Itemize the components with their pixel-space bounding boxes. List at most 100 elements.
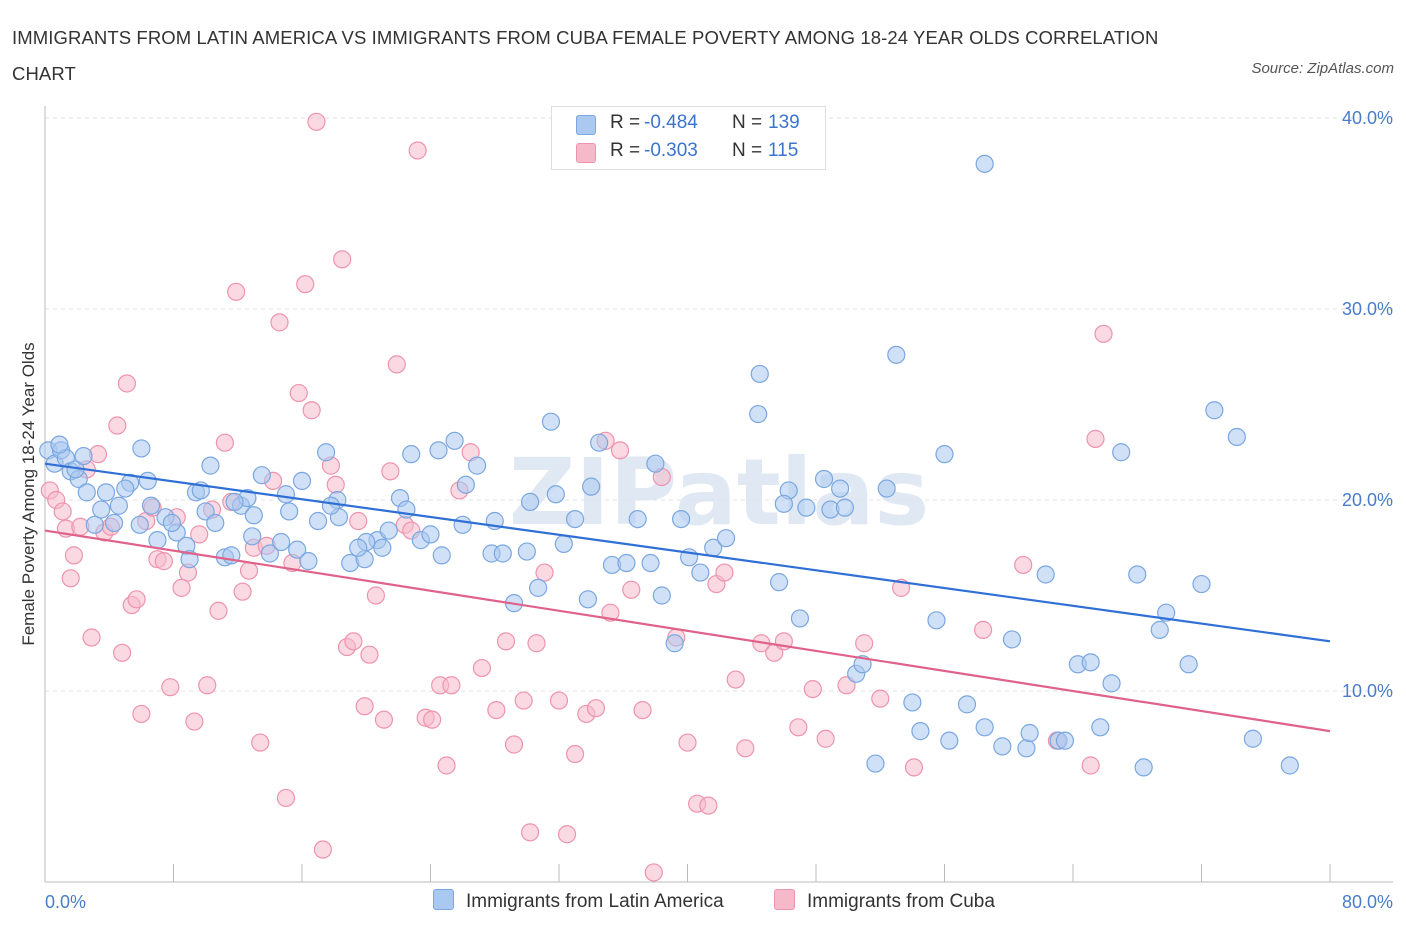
latin-point: [432, 546, 451, 565]
cuba-point: [127, 590, 146, 609]
latin-point: [260, 544, 279, 563]
latin-point: [299, 552, 318, 571]
cuba-point: [233, 582, 252, 601]
cuba-point: [565, 744, 585, 764]
latin-point: [578, 590, 598, 609]
cuba-point: [586, 699, 606, 718]
legend-swatch-latin: [576, 115, 596, 135]
latin-point: [272, 532, 291, 552]
latin-point: [1179, 655, 1198, 674]
latin-point: [116, 479, 135, 498]
latin-point: [132, 439, 151, 458]
latin-point: [935, 445, 954, 464]
cuba-point: [871, 689, 890, 708]
latin-point: [316, 443, 336, 462]
latin-point: [180, 550, 199, 569]
cuba-point: [442, 676, 461, 695]
latin-point: [546, 485, 565, 504]
cuba-point: [374, 710, 394, 729]
latin-point: [321, 496, 341, 515]
grid-lines: [45, 117, 1393, 692]
latin-point: [1017, 739, 1036, 758]
latin-point: [74, 446, 93, 466]
cuba-point: [344, 632, 363, 651]
latin-point: [85, 515, 104, 534]
cuba-point: [504, 735, 524, 754]
latin-point: [109, 496, 128, 515]
latin-point: [628, 509, 647, 529]
latin-point: [877, 479, 896, 498]
latin-point: [379, 521, 398, 540]
latin-point: [927, 611, 946, 630]
latin-point: [520, 492, 540, 512]
latin-point: [280, 502, 299, 521]
cuba-point: [381, 462, 400, 481]
latin-point: [940, 731, 959, 750]
series-cuba-points: [40, 112, 1113, 882]
cuba-point: [855, 634, 874, 653]
latin-point: [529, 578, 548, 597]
cuba-point: [678, 733, 697, 752]
latin-point: [652, 586, 671, 605]
latin-point: [1243, 729, 1263, 748]
cuba-point: [307, 112, 326, 131]
latin-point: [402, 445, 421, 464]
series-legend-label-latin: Immigrants from Latin America: [466, 891, 724, 912]
stats-legend: R = -0.484 N = 139 R = -0.303 N = 115: [551, 106, 826, 170]
legend-n-label: N =: [732, 112, 763, 133]
cuba-point: [185, 712, 204, 731]
x-tick-labels: 0.0% 80.0%: [45, 892, 1393, 912]
latin-point: [1205, 401, 1224, 420]
latin-point: [1128, 565, 1147, 584]
cuba-point: [61, 569, 80, 588]
cuba-point: [251, 733, 270, 752]
cuba-point: [423, 710, 442, 729]
cuba-point: [816, 729, 835, 748]
latin-point: [993, 737, 1012, 756]
cuba-point: [1094, 324, 1113, 343]
latin-point: [911, 722, 930, 741]
cuba-point: [633, 700, 652, 720]
cuba-point: [227, 282, 246, 301]
latin-point: [292, 471, 312, 490]
latin-point: [750, 364, 769, 384]
cuba-point: [239, 561, 259, 580]
latin-point: [769, 573, 789, 592]
latin-point: [421, 525, 440, 544]
trend-line-latin: [44, 462, 1331, 643]
latin-point: [493, 544, 512, 563]
latin-point: [1091, 718, 1110, 737]
cuba-point: [172, 578, 191, 597]
latin-point: [887, 345, 906, 364]
latin-point: [1192, 574, 1211, 594]
cuba-point: [276, 788, 296, 808]
cuba-point: [699, 796, 718, 815]
latin-point: [1020, 723, 1039, 743]
cuba-point: [803, 679, 822, 699]
latin-point: [590, 433, 609, 452]
legend-r-value-cuba: -0.303: [644, 140, 698, 161]
latin-point: [104, 513, 124, 533]
latin-point: [1112, 443, 1131, 462]
cuba-point: [520, 823, 540, 842]
latin-point: [252, 466, 271, 485]
cuba-point: [154, 552, 173, 571]
latin-point: [866, 754, 885, 773]
series-latin-points: [39, 154, 1299, 777]
latin-point: [1134, 758, 1153, 777]
latin-point: [797, 498, 816, 517]
latin-point: [554, 534, 573, 554]
latin-point: [830, 479, 850, 498]
latin-point: [243, 527, 262, 546]
trend-lines: [44, 462, 1331, 733]
cuba-point: [736, 739, 755, 758]
x-tick-label: 0.0%: [45, 892, 86, 912]
cuba-point: [487, 700, 506, 720]
latin-point: [517, 542, 536, 561]
series-legend-label-cuba: Immigrants from Cuba: [807, 891, 995, 912]
latin-point: [975, 154, 994, 173]
cuba-point: [333, 250, 352, 269]
cuba-point: [198, 676, 217, 695]
latin-point: [244, 506, 263, 525]
